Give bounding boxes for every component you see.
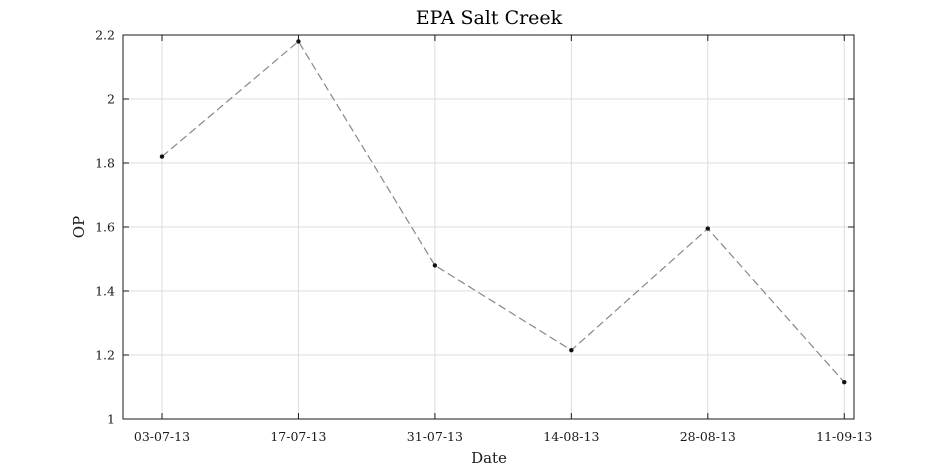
y-tick-label: 1.2 [95, 348, 115, 363]
data-point [569, 348, 574, 353]
x-tick-label: 03-07-13 [134, 429, 190, 444]
chart-title: EPA Salt Creek [416, 7, 563, 29]
data-point [296, 39, 301, 44]
y-tick-label: 2.2 [95, 28, 115, 43]
x-tick-label: 31-07-13 [407, 429, 463, 444]
data-point [705, 226, 710, 231]
data-point [159, 154, 165, 159]
x-tick-label: 14-08-13 [543, 429, 599, 444]
y-tick-label: 1.4 [95, 284, 115, 299]
y-tick-label: 2 [107, 92, 115, 107]
x-tick-label: 11-09-13 [816, 429, 872, 444]
x-tick-label: 28-08-13 [680, 429, 736, 444]
x-axis-label: Date [471, 449, 507, 467]
series-layer [159, 39, 847, 385]
y-axis-label: OP [70, 216, 88, 238]
plot-area-frame [122, 34, 855, 420]
data-point [432, 263, 438, 268]
y-tick-label: 1.8 [95, 156, 115, 171]
y-tick-label: 1 [107, 412, 115, 427]
grid-lines [123, 34, 854, 420]
x-tick-label: 17-07-13 [270, 429, 326, 444]
series-line [161, 40, 845, 383]
axis-ticks: 03-07-13 17-07-13 31-07-13 14-08-13 28-08-13… [95, 28, 872, 445]
y-tick-label: 1.6 [95, 220, 115, 235]
data-point [842, 380, 847, 385]
